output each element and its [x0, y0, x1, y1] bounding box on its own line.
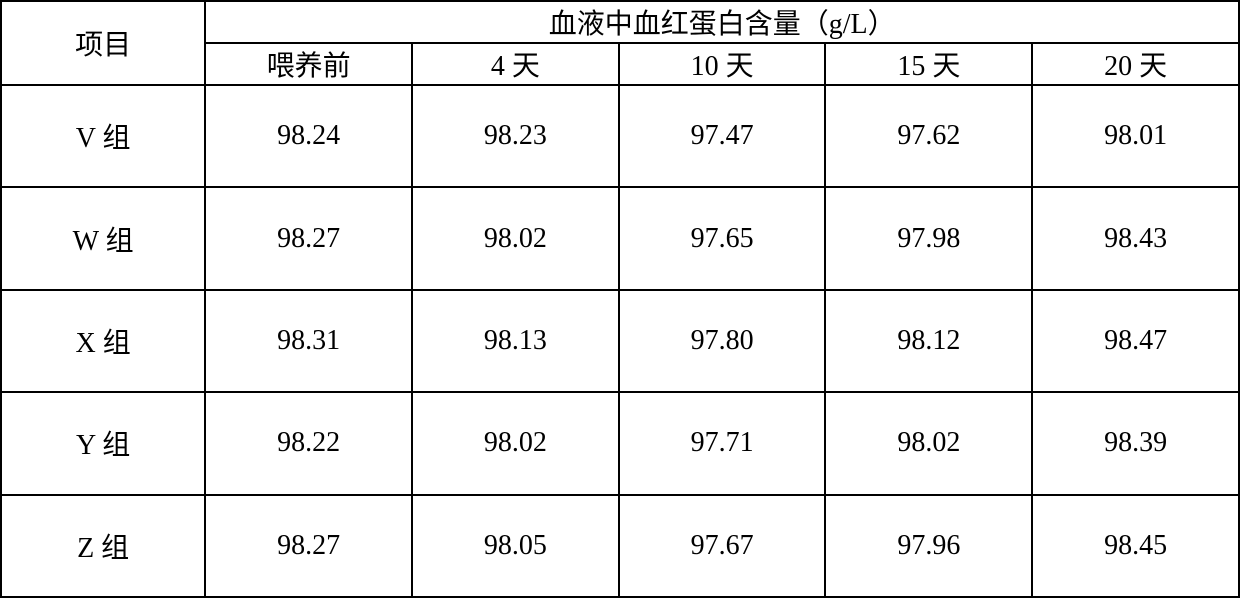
cell-value: 98.02: [412, 392, 619, 494]
cell-value: 98.12: [825, 290, 1032, 392]
cell-value: 97.65: [619, 187, 826, 289]
header-merged: 血液中血红蛋白含量（g/L）: [205, 1, 1239, 43]
cell-value: 97.98: [825, 187, 1032, 289]
cell-value: 98.01: [1032, 85, 1239, 187]
cell-value: 98.02: [412, 187, 619, 289]
cell-value: 98.05: [412, 495, 619, 597]
row-label: X 组: [1, 290, 205, 392]
subheader-0: 喂养前: [205, 43, 412, 85]
subheader-1: 4 天: [412, 43, 619, 85]
data-table: 项目 血液中血红蛋白含量（g/L） 喂养前 4 天 10 天 15 天 20 天…: [0, 0, 1240, 598]
table-row: Z 组 98.27 98.05 97.67 97.96 98.45: [1, 495, 1239, 597]
row-label: Y 组: [1, 392, 205, 494]
cell-value: 97.62: [825, 85, 1032, 187]
cell-value: 98.31: [205, 290, 412, 392]
table-row: V 组 98.24 98.23 97.47 97.62 98.01: [1, 85, 1239, 187]
table-row: W 组 98.27 98.02 97.65 97.98 98.43: [1, 187, 1239, 289]
subheader-4: 20 天: [1032, 43, 1239, 85]
cell-value: 98.24: [205, 85, 412, 187]
cell-value: 97.80: [619, 290, 826, 392]
cell-value: 98.39: [1032, 392, 1239, 494]
subheader-3: 15 天: [825, 43, 1032, 85]
header-project: 项目: [1, 1, 205, 85]
row-label: W 组: [1, 187, 205, 289]
cell-value: 98.22: [205, 392, 412, 494]
cell-value: 98.23: [412, 85, 619, 187]
cell-value: 98.45: [1032, 495, 1239, 597]
subheader-2: 10 天: [619, 43, 826, 85]
table-row: X 组 98.31 98.13 97.80 98.12 98.47: [1, 290, 1239, 392]
table-row: Y 组 98.22 98.02 97.71 98.02 98.39: [1, 392, 1239, 494]
cell-value: 97.71: [619, 392, 826, 494]
cell-value: 97.96: [825, 495, 1032, 597]
cell-value: 97.47: [619, 85, 826, 187]
cell-value: 98.27: [205, 187, 412, 289]
header-row-1: 项目 血液中血红蛋白含量（g/L）: [1, 1, 1239, 43]
cell-value: 97.67: [619, 495, 826, 597]
row-label: Z 组: [1, 495, 205, 597]
cell-value: 98.13: [412, 290, 619, 392]
row-label: V 组: [1, 85, 205, 187]
cell-value: 98.47: [1032, 290, 1239, 392]
table-container: 项目 血液中血红蛋白含量（g/L） 喂养前 4 天 10 天 15 天 20 天…: [0, 0, 1240, 598]
cell-value: 98.27: [205, 495, 412, 597]
cell-value: 98.02: [825, 392, 1032, 494]
cell-value: 98.43: [1032, 187, 1239, 289]
